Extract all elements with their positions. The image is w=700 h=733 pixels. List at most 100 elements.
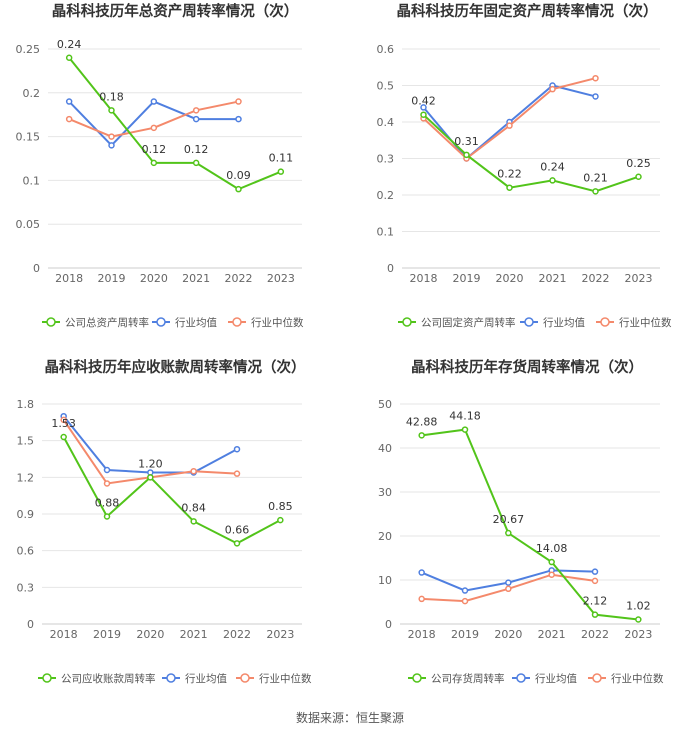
data-point-company [505,529,512,537]
data-point-industry_median [150,124,158,132]
data-point-company [277,168,285,175]
data-label: 0.25 [626,157,651,170]
data-point-company [60,433,67,441]
data-label: 0.66 [225,523,250,536]
data-point-company [65,54,73,62]
data-point-company [150,159,158,167]
legend-label: 行业均值 [185,672,227,685]
y-tick-label: 0.9 [17,508,35,521]
data-point-industry_median [192,107,200,114]
chart-3: 晶科科技历年应收账款周转率情况（次） 0 0.3 0.6 0.9 1.2 1.5 1.8 201… [17,358,312,685]
x-tick-label: 2020 [496,272,524,285]
y-tick-label: 10 [378,574,392,587]
y-tick-label: 1.2 [17,471,35,484]
y-tick-label: 0 [33,262,40,275]
data-label: 0.09 [226,169,251,182]
x-tick-label: 2022 [582,272,610,285]
data-label: 0.42 [411,95,436,108]
x-tick-label: 2020 [494,628,522,641]
x-tick-label: 2019 [93,628,121,641]
data-point-company [461,426,469,433]
y-tick-label: 0.2 [377,189,395,202]
data-label: 14.08 [536,542,568,555]
y-tick-label: 0.3 [17,581,35,594]
y-tick-label: 0.25 [16,43,41,56]
y-tick-label: 0.15 [16,131,41,144]
x-tick-label: 2019 [451,628,479,641]
data-point-company [233,540,241,547]
data-label: 2.12 [583,595,608,608]
y-tick-label: 0.2 [23,87,41,100]
data-label: 0.22 [497,168,522,181]
data-point-company [506,184,513,191]
data-point-industry_avg [192,115,200,123]
chart-title: 晶科科技历年总资产周转率情况（次） [52,2,299,20]
data-point-industry_median [60,416,67,424]
chart-2: 晶科科技历年固定资产周转率情况（次） 0 0.1 0.2 0.3 0.4 0.5 0.6 201… [377,2,672,329]
data-label: 0.11 [269,152,294,165]
legend-item-industry_median: 行业中位数 [228,316,304,329]
data-point-industry_avg [235,115,242,123]
legend-swatch-marker [600,317,610,327]
data-label: 20.67 [493,513,525,526]
data-point-industry_avg [505,579,512,586]
series-line-company [421,428,639,621]
legend-label: 公司固定资产周转率 [421,316,516,329]
data-point-company [463,151,470,159]
data-label: 44.18 [449,410,481,423]
x-tick-label: 2019 [98,272,126,285]
data-point-industry_median [549,85,556,93]
x-tick-label: 2018 [408,628,436,641]
data-point-company [635,616,642,623]
legend-label: 公司存货周转率 [431,672,505,685]
x-tick-label: 2018 [410,272,438,285]
legend-swatch-marker [240,673,250,683]
data-label: 0.88 [95,496,120,509]
data-point-company [147,474,154,481]
legend-swatch-marker [592,673,602,683]
x-tick-label: 2023 [624,628,652,641]
x-tick-label: 2022 [581,628,609,641]
x-tick-label: 2023 [625,272,653,285]
legend-label: 行业中位数 [619,316,672,329]
x-tick-label: 2021 [538,628,566,641]
legend-item-industry_avg: 行业均值 [152,316,217,329]
legend-label: 公司应收账款周转率 [61,672,156,685]
data-point-company [548,558,555,566]
data-point-company [591,611,599,618]
y-tick-label: 0.4 [377,116,395,129]
data-point-company [549,177,556,184]
data-point-industry_median [190,467,197,475]
x-tick-label: 2018 [50,628,78,641]
data-source: 数据来源：恒生聚源 [295,711,404,725]
chart-title: 晶科科技历年固定资产周转率情况（次） [397,2,658,20]
legend-item-industry_median: 行业中位数 [588,672,664,685]
data-point-industry_median [461,597,469,605]
data-point-industry_avg [108,142,115,149]
series-line-company [422,113,639,193]
legend-label: 行业中位数 [259,672,312,685]
y-tick-label: 1.5 [17,435,35,448]
legend-item-industry_median: 行业中位数 [236,672,312,685]
legend-swatch-marker [412,673,422,683]
legend-swatch-marker [46,317,56,327]
data-point-industry_avg [418,569,425,576]
data-point-industry_avg [592,93,599,100]
data-point-industry_avg [103,466,111,474]
data-point-industry_avg [65,98,73,105]
data-point-industry_avg [150,98,158,105]
data-point-industry_median [591,577,599,585]
data-point-industry_median [103,480,111,487]
y-tick-label: 1.8 [17,398,35,411]
series-line-company [68,57,282,191]
data-point-company [235,185,242,193]
x-tick-label: 2019 [453,272,481,285]
data-label: 0.24 [540,160,565,173]
legend-swatch-marker [156,317,166,327]
x-tick-label: 2020 [140,272,168,285]
legend-item-industry_avg: 行业均值 [162,672,227,685]
legend-label: 行业中位数 [611,672,664,685]
legend-label: 行业均值 [175,316,217,329]
chart-title: 晶科科技历年存货周转率情况（次） [411,358,643,376]
legend-label: 公司总资产周转率 [65,316,149,329]
